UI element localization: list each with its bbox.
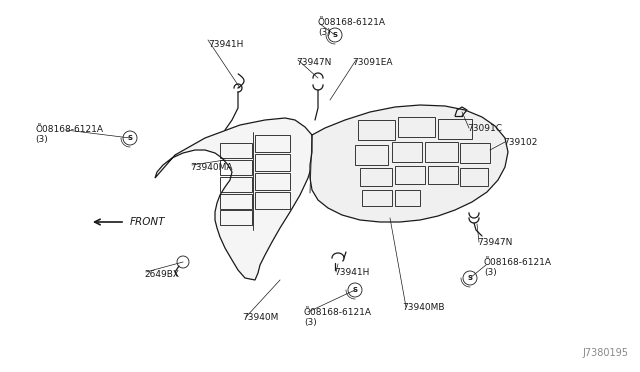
Text: 73091C: 73091C — [467, 124, 502, 133]
Bar — [358, 120, 395, 140]
Bar — [355, 145, 388, 165]
Text: 73940M: 73940M — [242, 313, 278, 322]
Text: S: S — [353, 287, 358, 293]
Polygon shape — [155, 118, 315, 280]
Circle shape — [328, 28, 342, 42]
Bar — [220, 177, 252, 192]
Text: 2649BX: 2649BX — [144, 270, 179, 279]
Circle shape — [177, 256, 189, 268]
Polygon shape — [310, 105, 508, 222]
Bar — [255, 192, 290, 209]
Text: 73941H: 73941H — [208, 40, 243, 49]
Bar — [255, 135, 290, 152]
Bar — [395, 166, 425, 184]
Text: 73947N: 73947N — [296, 58, 332, 67]
Bar — [460, 168, 488, 186]
Bar — [428, 166, 458, 184]
Text: 739102: 739102 — [503, 138, 538, 147]
Text: FRONT: FRONT — [130, 217, 166, 227]
Bar — [425, 142, 458, 162]
Text: Õ08168-6121A
(3): Õ08168-6121A (3) — [35, 125, 103, 144]
Bar — [220, 160, 252, 175]
Text: Õ08168-6121A
(3): Õ08168-6121A (3) — [304, 308, 372, 327]
Bar — [220, 194, 252, 209]
Circle shape — [123, 131, 137, 145]
Text: J7380195: J7380195 — [582, 348, 628, 358]
Bar — [438, 119, 472, 139]
Text: 73091EA: 73091EA — [352, 58, 392, 67]
Text: S: S — [333, 32, 337, 38]
Circle shape — [348, 283, 362, 297]
Bar — [460, 143, 490, 163]
Bar — [255, 154, 290, 171]
Bar — [255, 173, 290, 190]
Bar — [360, 168, 392, 186]
Text: Õ08168-6121A
(3): Õ08168-6121A (3) — [318, 18, 386, 38]
Text: 73940MB: 73940MB — [402, 303, 445, 312]
Bar — [398, 117, 435, 137]
Bar — [220, 210, 252, 225]
Text: S: S — [467, 275, 472, 281]
Bar — [392, 142, 422, 162]
Circle shape — [463, 271, 477, 285]
Text: 73947N: 73947N — [477, 238, 513, 247]
Text: 73941H: 73941H — [334, 268, 369, 277]
Text: Õ08168-6121A
(3): Õ08168-6121A (3) — [484, 258, 552, 278]
Bar — [220, 143, 252, 158]
Bar — [362, 190, 392, 206]
Text: S: S — [127, 135, 132, 141]
Bar — [395, 190, 420, 206]
Text: 73940MA: 73940MA — [190, 163, 232, 172]
